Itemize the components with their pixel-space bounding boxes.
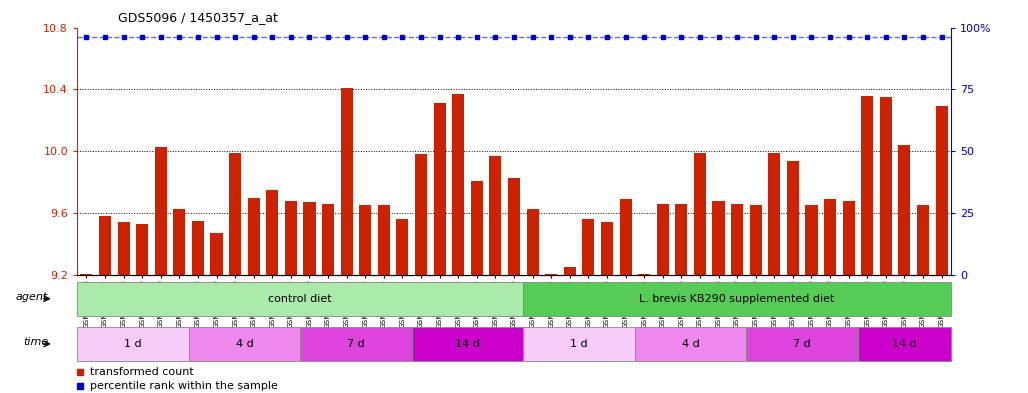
Bar	[545, 274, 557, 275]
Bar	[248, 198, 260, 275]
Bar	[117, 222, 130, 275]
Bar	[471, 181, 483, 275]
Bar	[285, 201, 297, 275]
Bar	[805, 206, 817, 275]
Bar	[712, 201, 725, 275]
Text: GDS5096 / 1450357_a_at: GDS5096 / 1450357_a_at	[118, 11, 279, 24]
Bar	[80, 274, 93, 275]
Text: 14 d: 14 d	[892, 339, 917, 349]
Bar	[858, 327, 951, 361]
Bar	[675, 204, 688, 275]
Text: control diet: control diet	[268, 294, 332, 304]
Text: 4 d: 4 d	[235, 339, 253, 349]
Bar	[563, 267, 576, 275]
Bar	[303, 202, 316, 275]
Bar	[523, 327, 635, 361]
Text: 14 d: 14 d	[455, 339, 480, 349]
Bar	[582, 219, 594, 275]
Bar	[412, 327, 523, 361]
Bar	[77, 327, 189, 361]
Text: 7 d: 7 d	[794, 339, 811, 349]
Bar	[155, 147, 167, 275]
Bar	[898, 145, 911, 275]
Bar	[174, 209, 185, 275]
Bar	[638, 274, 650, 275]
Bar	[880, 97, 892, 275]
Bar	[749, 206, 762, 275]
Text: transformed count: transformed count	[90, 367, 193, 377]
Bar	[601, 222, 613, 275]
Bar	[526, 209, 539, 275]
Bar	[322, 204, 334, 275]
Bar	[935, 107, 948, 275]
Bar	[917, 206, 929, 275]
Bar	[843, 201, 854, 275]
Bar	[192, 221, 204, 275]
Bar	[635, 327, 746, 361]
Bar	[77, 282, 523, 316]
Bar	[824, 199, 836, 275]
Text: 4 d: 4 d	[682, 339, 699, 349]
Bar	[731, 204, 743, 275]
Bar	[189, 327, 300, 361]
Bar	[229, 153, 242, 275]
Text: 7 d: 7 d	[347, 339, 365, 349]
Bar	[620, 199, 631, 275]
Bar	[300, 327, 412, 361]
Bar	[434, 103, 446, 275]
Bar	[768, 153, 780, 275]
Text: L. brevis KB290 supplemented diet: L. brevis KB290 supplemented diet	[639, 294, 835, 304]
Bar	[397, 219, 408, 275]
Bar	[415, 154, 427, 275]
Bar	[211, 233, 223, 275]
Bar	[786, 161, 799, 275]
Text: percentile rank within the sample: percentile rank within the sample	[90, 381, 278, 391]
Bar	[359, 206, 371, 275]
Text: agent: agent	[15, 292, 48, 302]
Bar	[694, 153, 706, 275]
Bar	[99, 216, 111, 275]
Bar	[340, 88, 353, 275]
Text: 1 d: 1 d	[571, 339, 588, 349]
Bar	[508, 178, 520, 275]
Bar	[861, 95, 873, 275]
Text: 1 d: 1 d	[124, 339, 142, 349]
Bar	[657, 204, 669, 275]
Bar	[489, 156, 502, 275]
Bar	[378, 206, 390, 275]
Bar	[746, 327, 858, 361]
Text: time: time	[23, 337, 48, 347]
Bar	[523, 282, 951, 316]
Bar	[266, 190, 279, 275]
Bar	[136, 224, 148, 275]
Bar	[452, 94, 465, 275]
